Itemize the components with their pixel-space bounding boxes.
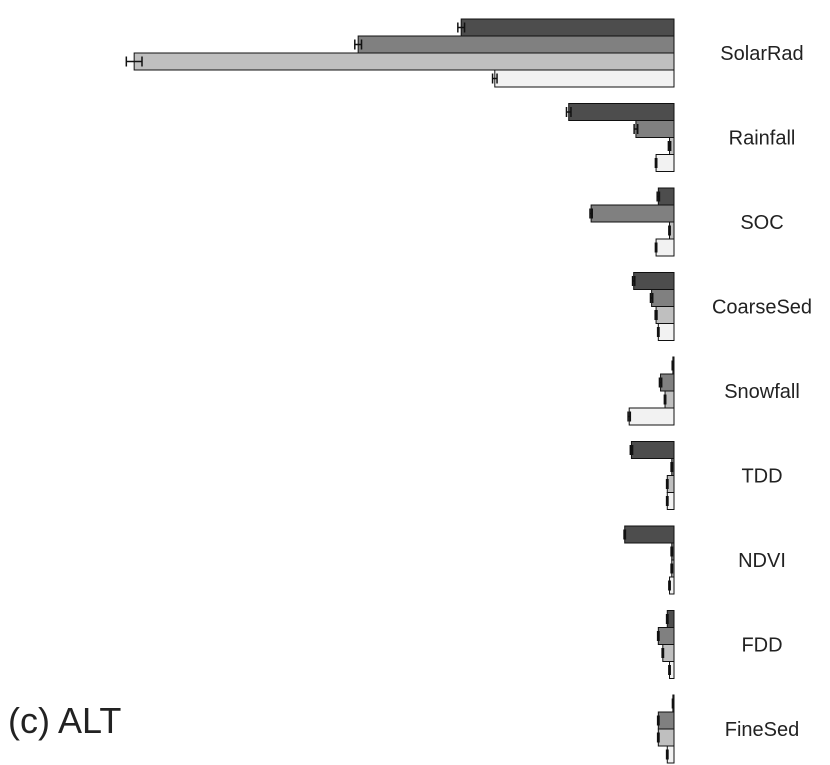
errorbar-soc-s4 <box>654 242 658 253</box>
category-label-ndvi: NDVI <box>738 550 786 572</box>
category-label-soc: SOC <box>740 212 783 234</box>
errorbar-solarrad-s2 <box>354 39 363 50</box>
bar-soc-s1 <box>657 187 675 206</box>
bar-solarrad-s3 <box>133 52 675 71</box>
category-label-tdd: TDD <box>741 466 782 488</box>
errorbar-ndvi-s3 <box>670 563 674 574</box>
errorbar-snowfall-s3 <box>663 394 667 405</box>
errorbar-fdd-s4 <box>668 665 671 675</box>
error-bar-marks <box>125 22 675 760</box>
panel-label: (c) ALT <box>8 700 122 741</box>
errorbar-finesed-s3 <box>656 732 660 743</box>
errorbar-coarsesed-s3 <box>654 310 658 320</box>
bar-soc-s2 <box>590 204 675 223</box>
errorbar-rainfall-s1 <box>565 107 572 117</box>
bar-solarrad-s1 <box>460 18 675 37</box>
errorbar-ndvi-s1 <box>623 529 627 540</box>
errorbar-solarrad-s4 <box>491 73 498 84</box>
bar-snowfall-s2 <box>660 373 675 392</box>
bar-soc-s4 <box>655 238 675 257</box>
errorbar-fdd-s1 <box>665 614 669 624</box>
errorbar-coarsesed-s4 <box>656 327 660 337</box>
errorbar-ndvi-s2 <box>670 546 674 557</box>
category-labels: SolarRad Rainfall SOC CoarseSed Snowfall TDD N… <box>712 43 812 741</box>
category-label-coarsesed: CoarseSed <box>712 297 812 319</box>
bar-rainfall-s4 <box>655 154 675 172</box>
bar-coarsesed-s4 <box>657 323 675 341</box>
errorbar-solarrad-s1 <box>457 22 466 33</box>
bar-rainfall-s1 <box>568 103 675 121</box>
errorbar-snowfall-s2 <box>658 377 663 388</box>
category-label-snowfall: Snowfall <box>724 381 800 403</box>
errorbar-tdd-s1 <box>629 445 634 455</box>
category-label-rainfall: Rainfall <box>729 128 796 150</box>
errorbar-fdd-s3 <box>661 648 665 658</box>
errorbar-finesed-s4 <box>665 749 669 760</box>
errorbar-rainfall-s3 <box>667 141 672 151</box>
errorbar-solarrad-s3 <box>125 56 143 67</box>
bar-finesed-s3 <box>657 728 675 747</box>
errorbar-coarsesed-s2 <box>649 293 654 303</box>
errorbar-rainfall-s4 <box>654 158 658 168</box>
errorbar-ndvi-s4 <box>668 580 671 591</box>
errorbar-soc-s2 <box>589 208 593 219</box>
bar-fdd-s3 <box>662 644 675 662</box>
errorbar-soc-s1 <box>656 191 661 202</box>
bar-solarrad-s4 <box>494 69 675 88</box>
bar-ndvi-s1 <box>624 525 675 544</box>
errorbar-rainfall-s2 <box>633 124 639 134</box>
errorbar-snowfall-s1 <box>671 360 675 371</box>
category-label-fdd: FDD <box>741 635 782 657</box>
bar-solarrad-s2 <box>357 35 675 54</box>
bar-finesed-s2 <box>657 711 675 730</box>
bar-coarsesed-s1 <box>633 272 675 290</box>
category-label-finesed: FineSed <box>725 719 800 741</box>
errorbar-tdd-s2 <box>670 462 674 472</box>
bar-rainfall-s2 <box>635 120 675 138</box>
errorbar-coarsesed-s1 <box>631 276 636 286</box>
errorbar-finesed-s1 <box>671 698 675 709</box>
bar-coarsesed-s3 <box>655 306 675 324</box>
category-label-solarrad: SolarRad <box>720 43 803 65</box>
errorbar-tdd-s4 <box>665 496 669 506</box>
errorbar-soc-s3 <box>668 225 671 236</box>
errorbar-tdd-s3 <box>665 479 669 489</box>
bar-snowfall-s4 <box>628 407 675 426</box>
bar-fdd-s2 <box>657 627 675 645</box>
errorbar-fdd-s2 <box>656 631 660 641</box>
bar-tdd-s1 <box>630 441 675 459</box>
bar-marks <box>133 18 675 764</box>
bar-coarsesed-s2 <box>651 289 675 307</box>
errorbar-finesed-s2 <box>656 715 660 726</box>
errorbar-snowfall-s4 <box>627 411 632 422</box>
